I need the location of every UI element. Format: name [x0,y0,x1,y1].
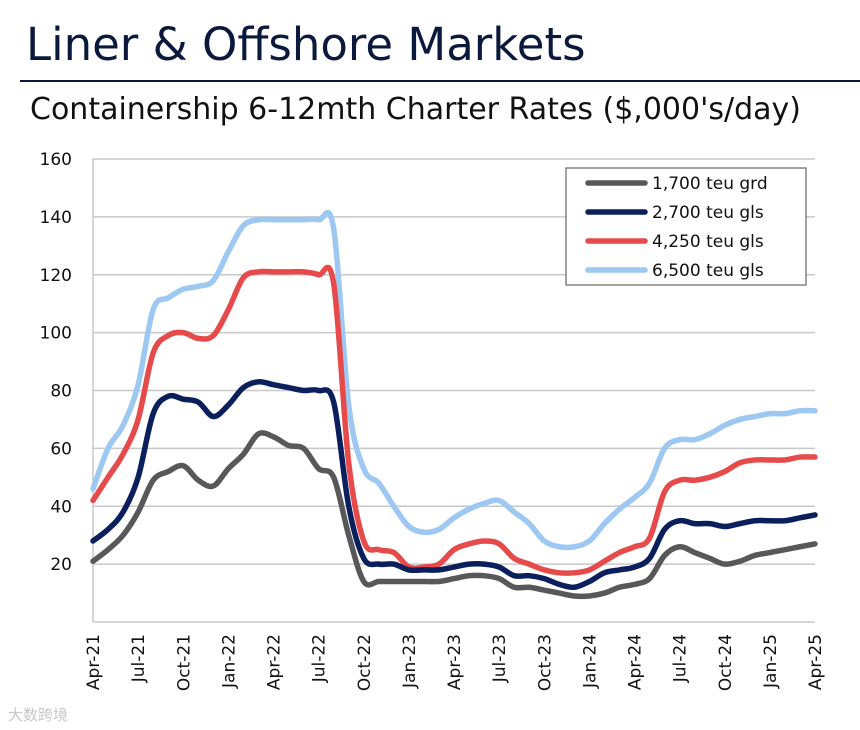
x-tick-label: Oct-23 [535,634,555,691]
legend-label: 1,700 teu grd [652,174,768,194]
x-tick-label: Oct-21 [174,634,194,691]
y-tick-label: 160 [40,150,72,170]
series-line-4 [90,209,818,551]
x-tick-label: Oct-24 [716,634,736,691]
x-tick-label: Oct-22 [355,634,375,691]
x-tick-label: Jan-23 [400,634,420,689]
series-line-3 [90,264,818,576]
series-line-2 [90,379,818,591]
legend-label: 4,250 teu gls [652,232,764,252]
x-tick-label: Jan-22 [219,634,239,689]
y-tick-label: 60 [50,439,72,459]
x-tick-label: Apr-21 [84,634,104,690]
x-axis: Apr-21 Jul-21 Oct-21 Jan-22 Apr-22 Jul-22 Oct-… [84,634,826,691]
page-title: Liner & Offshore Markets [26,18,586,71]
x-tick-label: Jul-24 [671,634,691,683]
x-tick-label: Apr-23 [445,634,465,690]
x-tick-label: Jul-21 [129,634,149,683]
x-tick-label: Apr-24 [626,634,646,690]
y-tick-label: 120 [40,266,72,286]
x-tick-label: Jan-25 [761,634,781,689]
y-tick-label: 140 [40,208,72,228]
x-tick-label: Jul-22 [310,634,330,683]
x-tick-label: Apr-22 [265,634,285,690]
legend-label: 6,500 teu gls [652,261,764,281]
y-tick-label: 20 [50,555,72,575]
series-lines [90,209,818,600]
legend-box [565,167,807,286]
x-tick-label: Apr-25 [806,634,826,690]
y-tick-label: 80 [50,382,72,402]
watermark: 大数跨境 [8,706,69,724]
chart-title: Containership 6-12mth Charter Rates ($,0… [30,92,801,127]
y-tick-label: 40 [50,497,72,517]
legend: 1,700 teu grd 2,700 teu gls 4,250 teu gls 6… [565,167,807,286]
title-divider [20,80,860,82]
x-tick-label: Jan-24 [580,634,600,689]
y-tick-label: 100 [40,324,72,344]
legend-label: 2,700 teu gls [652,203,764,223]
series-line-1 [90,430,818,600]
x-tick-label: Jul-23 [490,634,510,683]
y-axis: 20 40 60 80 100 120 140 160 [40,150,815,623]
